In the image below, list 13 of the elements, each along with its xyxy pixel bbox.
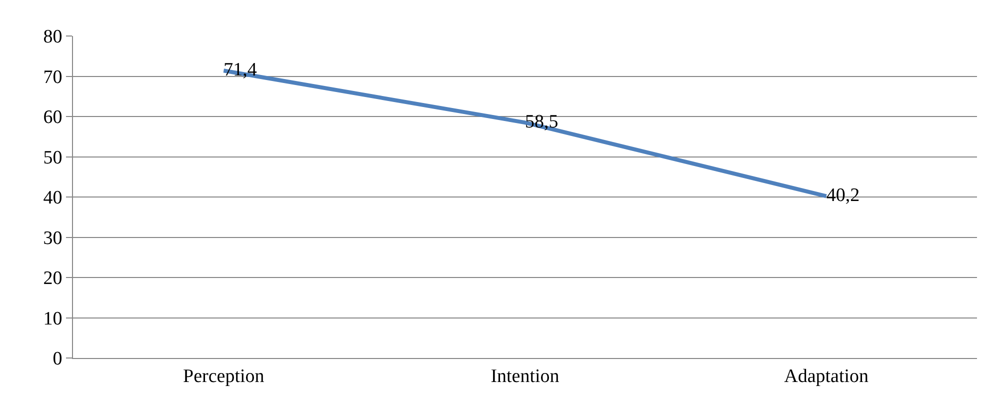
y-tick-label: 10 bbox=[43, 308, 62, 330]
y-tick-label: 70 bbox=[43, 66, 62, 88]
y-tick-label: 80 bbox=[43, 26, 62, 48]
y-tick-label: 0 bbox=[52, 348, 62, 370]
x-tick-label: Intention bbox=[490, 366, 560, 387]
data-label: 40,2 bbox=[826, 184, 860, 206]
x-tick-label: Perception bbox=[183, 366, 265, 387]
y-tick-label: 40 bbox=[43, 188, 62, 209]
y-tick-label: 30 bbox=[43, 228, 62, 249]
y-tick-label: 60 bbox=[43, 107, 62, 128]
x-tick-label: Adaptation bbox=[784, 366, 870, 387]
y-tick-label: 20 bbox=[43, 268, 62, 290]
y-tick-label: 50 bbox=[43, 147, 62, 168]
